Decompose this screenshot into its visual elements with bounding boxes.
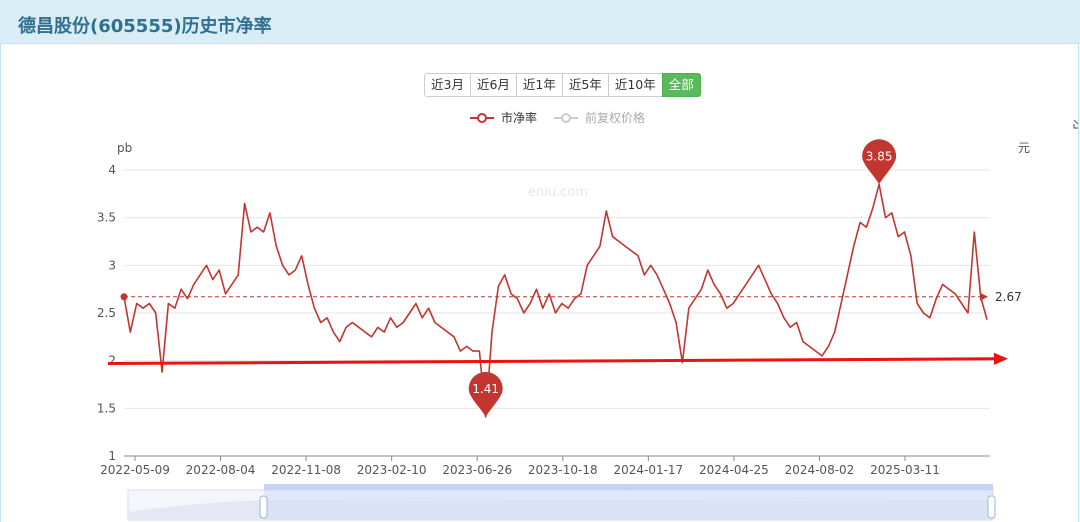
support-arrow bbox=[107, 352, 1008, 366]
min-pin-label: 1.41 bbox=[472, 382, 499, 396]
max-pin-label: 3.85 bbox=[866, 149, 893, 163]
legend-price-marker bbox=[561, 113, 571, 123]
x-tick-label: 2024-08-02 bbox=[785, 463, 855, 477]
range-10y-button[interactable]: 近10年 bbox=[607, 73, 663, 97]
y-tick-label: 2.5 bbox=[97, 306, 116, 320]
y-tick-label: 3.5 bbox=[97, 211, 116, 225]
extreme-markers: 3.85 1.41 bbox=[468, 139, 897, 417]
y-axis-left-unit: pb bbox=[117, 141, 132, 155]
watermark: eniu.com bbox=[528, 185, 588, 200]
zoom-move-handle[interactable] bbox=[264, 484, 993, 490]
data-zoom-slider[interactable]: ⋯ bbox=[127, 484, 996, 521]
legend-pb-marker bbox=[477, 113, 487, 123]
legend-item-price[interactable]: 前复权价格 bbox=[554, 110, 645, 125]
average-line: 2.67 bbox=[124, 290, 1022, 304]
range-all-button[interactable]: 全部 bbox=[661, 73, 701, 97]
x-tick-label: 2024-01-17 bbox=[613, 463, 683, 477]
pb-start-point bbox=[120, 293, 128, 301]
page-title: 德昌股份(605555)历史市净率 bbox=[18, 16, 272, 37]
grid bbox=[124, 169, 990, 457]
max-pin bbox=[862, 139, 897, 185]
x-tick-label: 2023-02-10 bbox=[357, 463, 427, 477]
y-tick-label: 4 bbox=[108, 163, 116, 177]
y-tick-label: 3 bbox=[108, 258, 116, 272]
y-tick-label: 2 bbox=[108, 354, 116, 368]
zoom-grip-icon: ⋯ bbox=[625, 485, 631, 492]
x-axis: 2022-05-09 2022-08-04 2022-11-08 2023-02-10… bbox=[100, 456, 940, 477]
x-tick-label: 2022-08-04 bbox=[186, 463, 256, 477]
panel-body bbox=[0, 44, 1079, 522]
x-tick-label: 2023-10-18 bbox=[528, 463, 598, 477]
range-5y-button[interactable]: 近5年 bbox=[561, 73, 609, 97]
x-tick-label: 2025-03-11 bbox=[870, 463, 940, 477]
panel-header: 德昌股份(605555)历史市净率 bbox=[0, 0, 1080, 44]
legend-item-pb[interactable]: 市净率 bbox=[470, 110, 537, 125]
range-1y-button[interactable]: 近1年 bbox=[515, 73, 563, 97]
x-tick-label: 2023-06-26 bbox=[442, 463, 512, 477]
legend-price-label: 前复权价格 bbox=[585, 110, 645, 125]
x-tick-label: 2022-05-09 bbox=[100, 463, 170, 477]
y-tick-label: 1.5 bbox=[97, 401, 116, 415]
y-axis-right-unit: 元 bbox=[1018, 141, 1030, 155]
legend: 市净率 前复权价格 bbox=[470, 110, 645, 125]
range-6m-button[interactable]: 近6月 bbox=[469, 73, 517, 97]
support-arrow-head bbox=[994, 352, 1008, 365]
legend-pb-label: 市净率 bbox=[501, 110, 537, 125]
zoom-left-handle[interactable] bbox=[259, 495, 268, 519]
pb-line bbox=[123, 183, 988, 418]
range-selector: 近3月 近6月 近1年 近5年 近10年 全部 bbox=[424, 73, 701, 97]
range-3m-button[interactable]: 近3月 bbox=[424, 73, 471, 97]
series-pb bbox=[120, 183, 988, 418]
y-axis-ticks: 1 1.5 2 2.5 3 3.5 4 bbox=[97, 163, 116, 463]
restore-icon[interactable] bbox=[1073, 119, 1079, 129]
zoom-right-handle[interactable] bbox=[987, 495, 996, 519]
x-tick-label: 2022-11-08 bbox=[271, 463, 341, 477]
y-tick-label: 1 bbox=[108, 449, 116, 463]
average-line-label: 2.67 bbox=[995, 290, 1022, 304]
support-arrow-line bbox=[107, 357, 997, 366]
min-pin bbox=[468, 371, 503, 417]
x-tick-label: 2024-04-25 bbox=[699, 463, 769, 477]
